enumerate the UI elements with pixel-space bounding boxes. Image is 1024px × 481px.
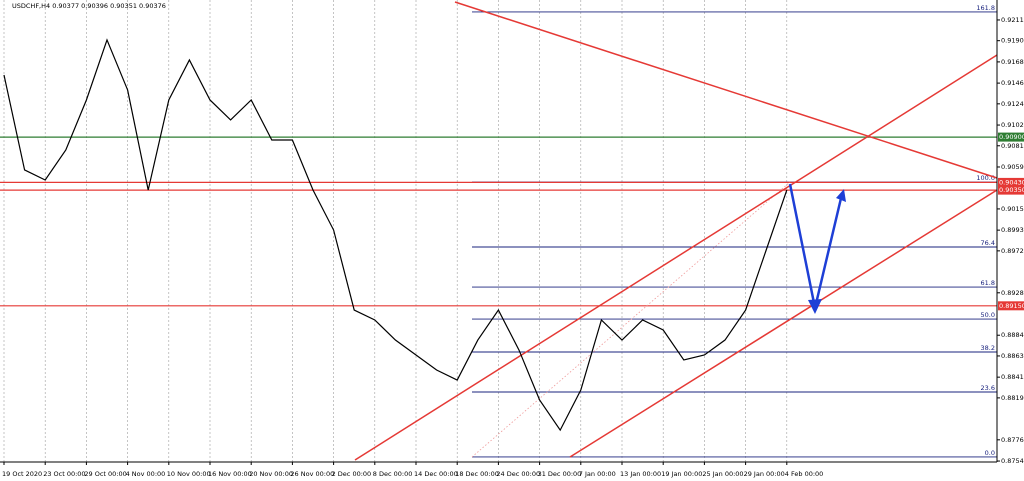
resistance-line — [454, 1, 998, 179]
y-tick-label: 0.89285 — [1001, 289, 1024, 297]
x-tick-label: 8 Dec 00:00 — [373, 470, 413, 478]
x-tick-label: 4 Feb 00:00 — [785, 470, 824, 478]
levels: 161.8 100.0 76.4 61.8 50.0 38.2 23.6 0.0 — [0, 4, 997, 458]
price-tag — [998, 132, 1024, 142]
x-tick-label: 19 Jan 00:00 — [661, 470, 702, 478]
fib-base-line — [471, 181, 791, 458]
fib-label: 0.0 — [985, 449, 995, 457]
x-tick-label: 29 Jan 00:00 — [744, 470, 785, 478]
arrow-head — [808, 299, 822, 314]
x-tick-label: 24 Dec 00:00 — [496, 470, 540, 478]
price-line-series — [3, 38, 788, 432]
fib-label: 76.4 — [981, 239, 995, 247]
price-tag — [998, 185, 1024, 195]
x-tick-label: 10 Nov 00:00 — [167, 470, 211, 478]
x-tick-label: 14 Dec 00:00 — [414, 470, 458, 478]
fib-label: 161.8 — [976, 4, 995, 12]
price-tag — [998, 177, 1024, 187]
x-tick-label: 26 Nov 00:00 — [290, 470, 334, 478]
y-tick-label: 0.91025 — [1001, 121, 1024, 129]
price-series — [3, 38, 788, 432]
x-tick-label: 13 Jan 00:00 — [620, 470, 661, 478]
price-tag — [998, 301, 1024, 311]
grid — [3, 0, 788, 462]
fib-label: 61.8 — [981, 279, 995, 287]
x-tick-label: 23 Oct 00:00 — [43, 470, 85, 478]
y-tick-label: 0.91245 — [1001, 100, 1024, 108]
x-tick-label: 2 Dec 00:00 — [332, 470, 372, 478]
price-tag-label: 0.90430 — [999, 178, 1024, 186]
price-tag-label: 0.90350 — [999, 186, 1024, 194]
x-tick-label: 4 Nov 00:00 — [126, 470, 166, 478]
x-tick-label: 20 Nov 00:00 — [249, 470, 293, 478]
y-tick-label: 0.88845 — [1001, 331, 1024, 339]
x-tick-label: 31 Dec 00:00 — [538, 470, 582, 478]
fib-label: 50.0 — [981, 311, 995, 319]
price-tag-label: 0.89150 — [999, 302, 1024, 310]
y-tick-label: 0.90155 — [1001, 205, 1024, 213]
x-tick-label: 29 Oct 00:00 — [84, 470, 126, 478]
y-tick-label: 0.92115 — [1001, 16, 1024, 24]
x-tick-label: 16 Nov 00:00 — [208, 470, 252, 478]
x-tick-label: 25 Jan 00:00 — [702, 470, 743, 478]
y-tick-label: 0.88195 — [1001, 394, 1024, 402]
fib-label: 100.0 — [976, 174, 995, 182]
chart-title: USDCHF,H4 0.90377 0.90396 0.90351 0.9037… — [12, 2, 166, 10]
channel-lower — [569, 189, 998, 458]
x-tick-label: 7 Jan 00:00 — [579, 470, 616, 478]
fib-label: 38.2 — [981, 344, 995, 352]
y-tick-label: 0.89935 — [1001, 226, 1024, 234]
x-tick-label: 18 Dec 00:00 — [455, 470, 499, 478]
channel-upper — [354, 54, 998, 461]
x-tick-label: 19 Oct 2020 — [2, 470, 42, 478]
arrow-head — [836, 189, 846, 202]
fib-label: 23.6 — [981, 384, 995, 392]
price-tag-label: 0.90900 — [999, 133, 1024, 141]
